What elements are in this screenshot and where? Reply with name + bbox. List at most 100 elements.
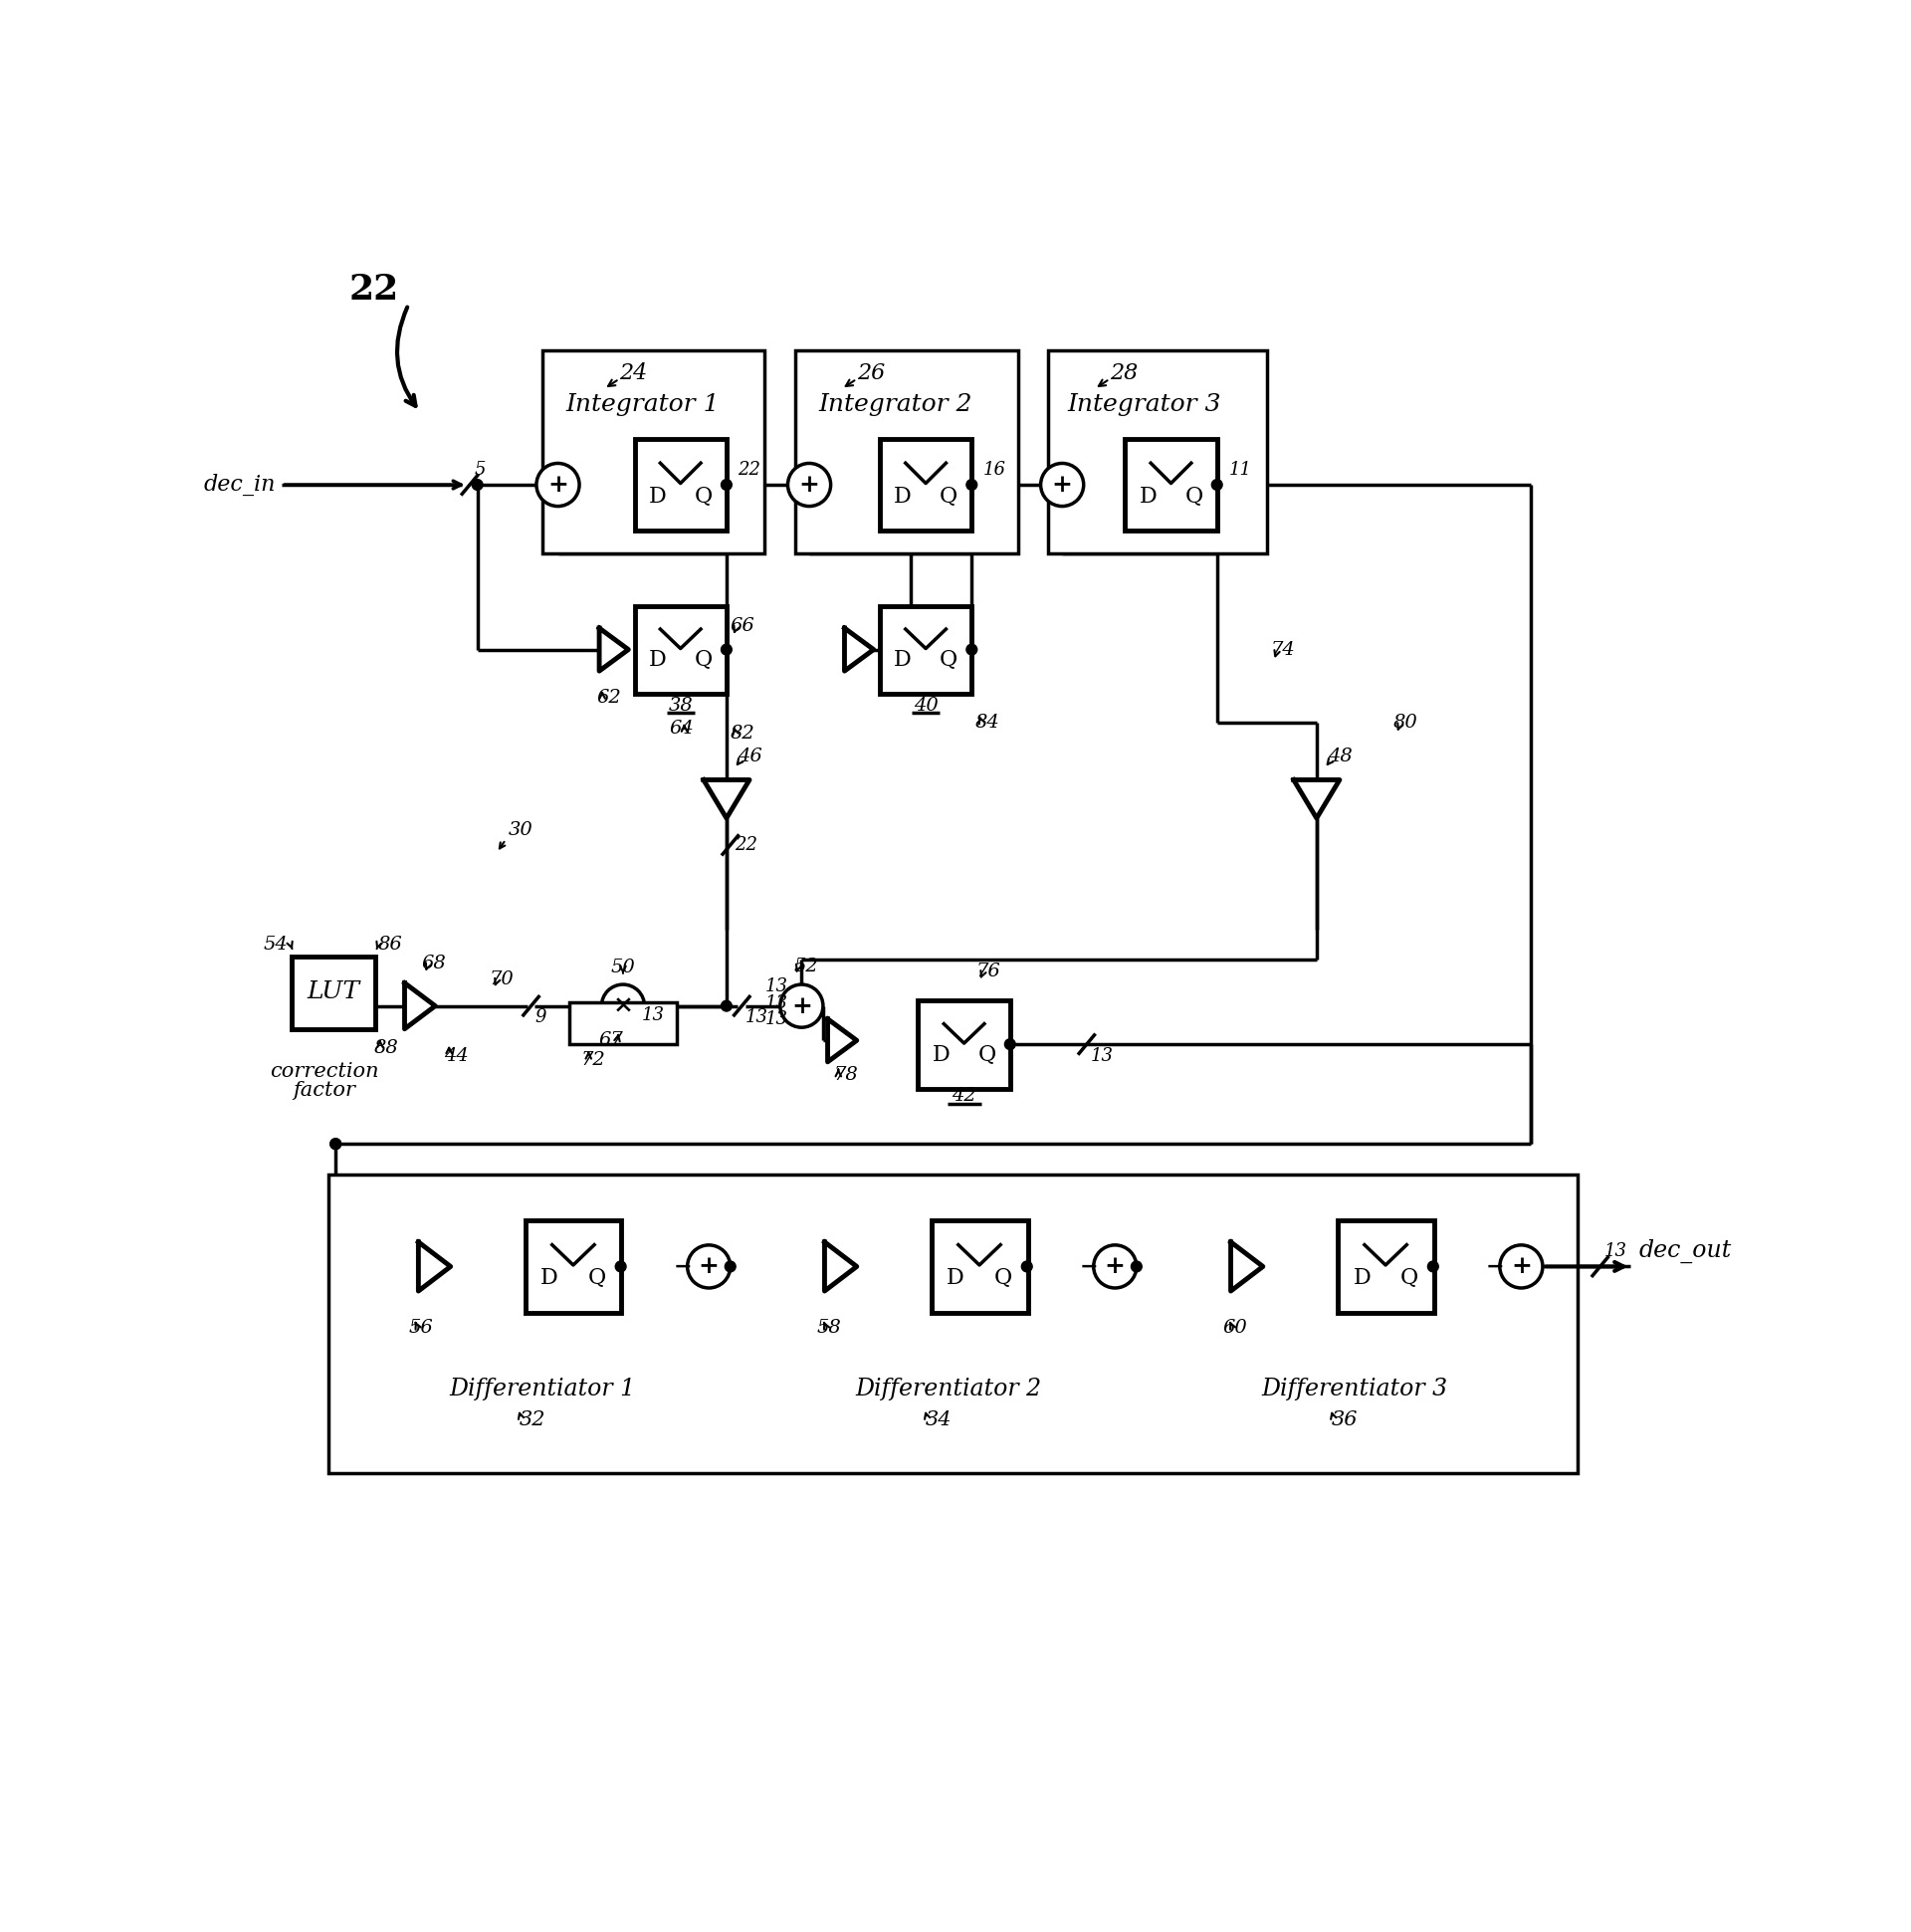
Text: Integrator 1: Integrator 1	[566, 392, 719, 415]
Text: 13: 13	[764, 995, 787, 1012]
Bar	[879, 439, 971, 531]
Circle shape	[967, 479, 977, 491]
Text: 42: 42	[952, 1088, 977, 1105]
Bar	[329, 1175, 1577, 1474]
Circle shape	[1212, 479, 1223, 491]
Text: 13: 13	[764, 1010, 787, 1028]
Circle shape	[615, 1262, 627, 1271]
Text: Q: Q	[694, 485, 713, 508]
Circle shape	[720, 479, 732, 491]
Text: 24: 24	[619, 363, 648, 384]
Text: 22: 22	[350, 272, 399, 307]
Polygon shape	[824, 1242, 856, 1291]
Circle shape	[1131, 1262, 1143, 1271]
Text: 26: 26	[856, 363, 885, 384]
Text: 13: 13	[1091, 1047, 1114, 1065]
Text: 74: 74	[1271, 641, 1296, 659]
Bar	[1049, 350, 1267, 554]
Text: 48: 48	[1328, 748, 1353, 765]
Text: +: +	[698, 1254, 719, 1279]
Text: Q: Q	[940, 649, 957, 670]
Text: −: −	[1487, 1256, 1504, 1277]
Text: D: D	[1139, 485, 1156, 508]
Text: −: −	[673, 1256, 692, 1277]
Text: ×: ×	[613, 993, 633, 1018]
Bar	[290, 956, 375, 1030]
Text: 60: 60	[1223, 1320, 1248, 1337]
Polygon shape	[1231, 1242, 1263, 1291]
Text: 72: 72	[581, 1051, 606, 1068]
Text: Q: Q	[589, 1267, 606, 1289]
Text: factor: factor	[292, 1080, 355, 1099]
Bar	[917, 1001, 1011, 1090]
Bar	[569, 1003, 676, 1045]
Text: 80: 80	[1393, 713, 1418, 732]
Text: 68: 68	[422, 954, 445, 972]
Text: Integrator 3: Integrator 3	[1066, 392, 1221, 415]
Circle shape	[688, 1244, 730, 1289]
Text: 54: 54	[264, 935, 289, 954]
Text: D: D	[933, 1043, 950, 1066]
Circle shape	[602, 985, 644, 1028]
Text: 22: 22	[734, 837, 757, 854]
Text: dec_in: dec_in	[204, 473, 275, 497]
Bar	[634, 607, 726, 694]
Circle shape	[724, 1262, 736, 1271]
Text: 67: 67	[598, 1032, 623, 1049]
Text: 5: 5	[474, 460, 485, 479]
Circle shape	[537, 464, 579, 506]
Text: 13: 13	[642, 1007, 665, 1024]
Polygon shape	[703, 781, 749, 817]
Circle shape	[1428, 1262, 1439, 1271]
Text: D: D	[648, 649, 667, 670]
Polygon shape	[1294, 781, 1340, 817]
Circle shape	[1005, 1039, 1015, 1049]
Text: Q: Q	[1185, 485, 1204, 508]
Text: +: +	[1512, 1254, 1531, 1279]
Text: +: +	[791, 993, 812, 1018]
Text: LUT: LUT	[308, 981, 359, 1003]
Text: 56: 56	[409, 1320, 434, 1337]
Circle shape	[1022, 1262, 1032, 1271]
Text: 13: 13	[745, 1009, 768, 1026]
Text: 58: 58	[816, 1320, 841, 1337]
Bar	[1126, 439, 1217, 531]
Text: 16: 16	[984, 460, 1005, 479]
Polygon shape	[419, 1242, 451, 1291]
Circle shape	[472, 479, 483, 491]
Text: +: +	[1105, 1254, 1126, 1279]
Text: 11: 11	[1229, 460, 1252, 479]
Text: 22: 22	[738, 460, 761, 479]
Polygon shape	[600, 628, 629, 670]
Text: correction: correction	[269, 1061, 378, 1080]
Text: 32: 32	[520, 1410, 547, 1430]
Text: 64: 64	[669, 719, 694, 738]
Text: Differentiator 1: Differentiator 1	[449, 1378, 636, 1401]
Bar	[933, 1221, 1028, 1312]
Text: 13: 13	[764, 978, 787, 995]
Text: 76: 76	[975, 962, 999, 980]
Circle shape	[720, 643, 732, 655]
Text: D: D	[946, 1267, 965, 1289]
Text: 38: 38	[669, 697, 694, 715]
Text: 50: 50	[612, 958, 634, 976]
Text: D: D	[1353, 1267, 1370, 1289]
Polygon shape	[405, 983, 436, 1030]
Text: 13: 13	[1603, 1242, 1626, 1260]
Text: 88: 88	[375, 1039, 399, 1057]
Text: 36: 36	[1332, 1410, 1359, 1430]
Bar	[526, 1221, 621, 1312]
Text: 70: 70	[489, 970, 514, 987]
Bar	[634, 439, 726, 531]
Text: Integrator 2: Integrator 2	[818, 392, 973, 415]
Text: 40: 40	[913, 697, 938, 715]
Circle shape	[780, 985, 824, 1028]
Text: Differentiator 2: Differentiator 2	[856, 1378, 1041, 1401]
Text: +: +	[547, 473, 568, 497]
Circle shape	[331, 1138, 340, 1150]
Text: Q: Q	[940, 485, 957, 508]
Text: +: +	[799, 473, 820, 497]
Text: 84: 84	[975, 713, 999, 732]
Text: 52: 52	[793, 956, 818, 976]
Polygon shape	[845, 628, 873, 670]
